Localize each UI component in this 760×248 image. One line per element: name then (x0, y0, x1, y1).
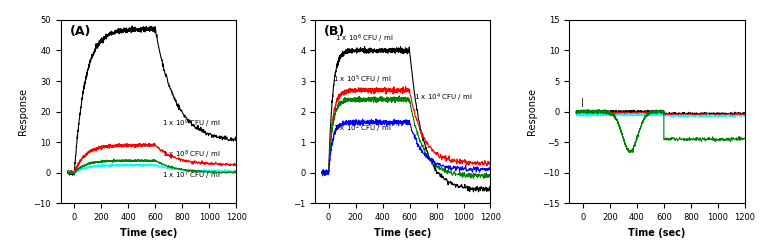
Text: 1 x 10$^5$ CFU / ml: 1 x 10$^5$ CFU / ml (333, 74, 391, 86)
Text: 1 x 10$^2$ CFU / ml: 1 x 10$^2$ CFU / ml (333, 123, 391, 135)
Text: (B): (B) (324, 25, 345, 38)
Text: 1 x 10$^9$ CFU / ml: 1 x 10$^9$ CFU / ml (162, 118, 220, 130)
Y-axis label: Response: Response (527, 88, 537, 135)
X-axis label: Time (sec): Time (sec) (374, 228, 432, 238)
Text: 1 x 10$^8$ CFU / ml: 1 x 10$^8$ CFU / ml (162, 149, 220, 161)
Y-axis label: Response: Response (18, 88, 28, 135)
Text: 1 x 10$^6$ CFU / ml: 1 x 10$^6$ CFU / ml (335, 32, 394, 45)
X-axis label: Time (sec): Time (sec) (629, 228, 686, 238)
Text: |: | (581, 98, 584, 107)
Text: (A): (A) (70, 25, 91, 38)
Text: 1 x 10$^7$ CFU / ml: 1 x 10$^7$ CFU / ml (162, 170, 220, 182)
X-axis label: Time (sec): Time (sec) (120, 228, 177, 238)
Text: 1 x 10$^4$ CFU / ml: 1 x 10$^4$ CFU / ml (413, 92, 472, 104)
